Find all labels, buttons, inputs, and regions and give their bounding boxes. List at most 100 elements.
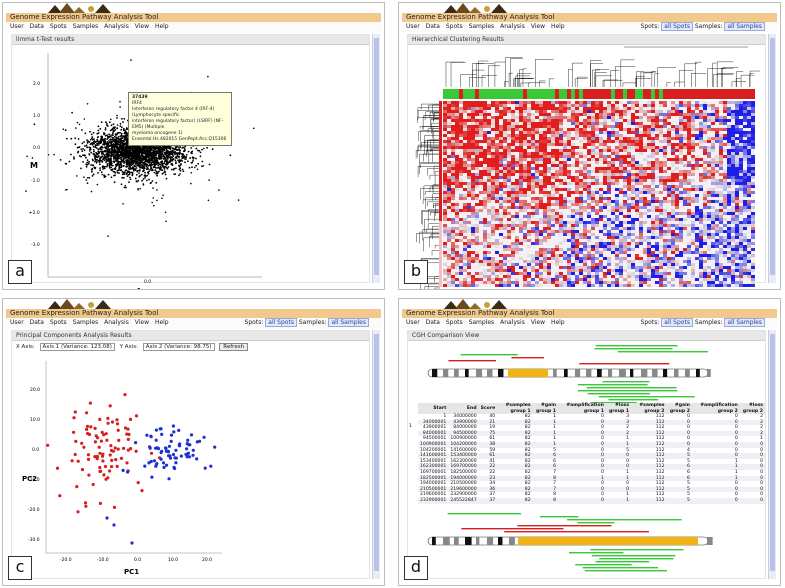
heatmap-cell [579,128,583,131]
heatmap-cell [443,146,447,149]
heatmap-cell [699,110,703,113]
data-point [156,174,159,177]
heatmap-cell [607,101,611,104]
data-point [132,149,134,152]
heatmap-cell [543,128,547,131]
samples-selector[interactable]: all Samples [724,22,765,31]
heatmap-cell [599,140,603,143]
data-point [146,179,148,182]
heatmap-cell [611,119,615,122]
spots-selector[interactable]: all Spots [661,22,693,31]
menu-data[interactable]: Data [29,23,44,30]
heatmap-cell [443,101,447,104]
data-point [86,182,89,185]
data-point [199,151,202,154]
sample-group-cell [515,89,519,99]
data-point [89,148,92,151]
heatmap-cell [563,146,567,149]
heatmap-cell [527,152,531,155]
heatmap-cell [447,128,451,131]
heatmap-cell [467,122,471,125]
heatmap-cell [623,101,627,104]
heatmap-cell [679,149,683,152]
heatmap-cell [699,137,703,140]
menu-view[interactable]: View [134,23,150,30]
heatmap-cell [571,137,575,140]
heatmap-cell [655,107,659,110]
heatmap-cell [683,104,687,107]
heatmap-cell [727,104,731,107]
heatmap-cell [563,140,567,143]
menu-help[interactable]: Help [550,23,565,30]
heatmap-cell [551,104,555,107]
heatmap-cell [531,110,535,113]
heatmap-cell [623,128,627,131]
heatmap-cell [491,158,495,161]
heatmap-cell [687,128,691,131]
heatmap-cell [671,125,675,128]
heatmap-cell [547,167,551,170]
menu-samples[interactable]: Samples [72,23,99,30]
heatmap-cell [543,149,547,152]
data-point [115,136,118,139]
heatmap-cell [519,161,523,164]
menu-analysis[interactable]: Analysis [104,23,129,30]
heatmap-cell [463,149,467,152]
heatmap-cell [655,167,659,170]
heatmap-cell [603,107,607,110]
heatmap-cell [707,137,711,140]
data-point [106,134,108,137]
heatmap-cell [447,152,451,155]
data-point [145,149,148,152]
data-point [101,173,103,176]
menu-spots[interactable]: Spots [49,23,67,30]
sample-group-cell [731,89,735,99]
heatmap-cell [519,164,523,167]
heatmap-cell [515,101,519,104]
data-point [179,173,181,175]
content-area: limma t-Test results M A 2.0 1.0 0.0 -1.… [11,34,370,289]
heatmap-cell [619,101,623,104]
heatmap-cell [507,158,511,161]
heatmap-cell [675,125,679,128]
data-point [126,144,128,147]
heatmap-cell [487,116,491,119]
heatmap-cell [579,125,583,128]
heatmap-cell [751,104,755,107]
menu-user[interactable]: User [406,23,420,30]
heatmap-cell [471,131,475,134]
data-point [139,146,142,149]
heatmap-cell [679,146,683,149]
vertical-scrollbar[interactable] [372,34,380,283]
data-point [96,144,98,147]
menu-view[interactable]: View [530,23,546,30]
heatmap-cell [503,131,507,134]
heatmap-cell [627,113,631,116]
data-point [99,127,102,130]
heatmap-cell [695,158,699,161]
heatmap-cell [515,122,519,125]
menu-data[interactable]: Data [425,23,440,30]
heatmap-cell [687,161,691,164]
heatmap-cell [539,107,543,110]
data-point [165,220,167,223]
menu-user[interactable]: User [10,23,24,30]
data-point [112,153,115,155]
heatmap-cell [643,140,647,143]
data-point [123,172,126,174]
heatmap-cell [663,131,667,134]
heatmap-cell [455,104,459,107]
menu-help[interactable]: Help [154,23,169,30]
heatmap-cell [523,113,527,116]
heatmap-cell [643,158,647,161]
heatmap-cell [747,119,751,122]
menu-samples[interactable]: Samples [468,23,495,30]
heatmap-cell [683,134,687,137]
menu-analysis[interactable]: Analysis [500,23,525,30]
heatmap-cell [595,119,599,122]
menu-spots[interactable]: Spots [445,23,463,30]
heatmap-cell [739,122,743,125]
data-point [53,153,55,156]
heatmap-cell [675,164,679,167]
data-point [129,155,132,157]
